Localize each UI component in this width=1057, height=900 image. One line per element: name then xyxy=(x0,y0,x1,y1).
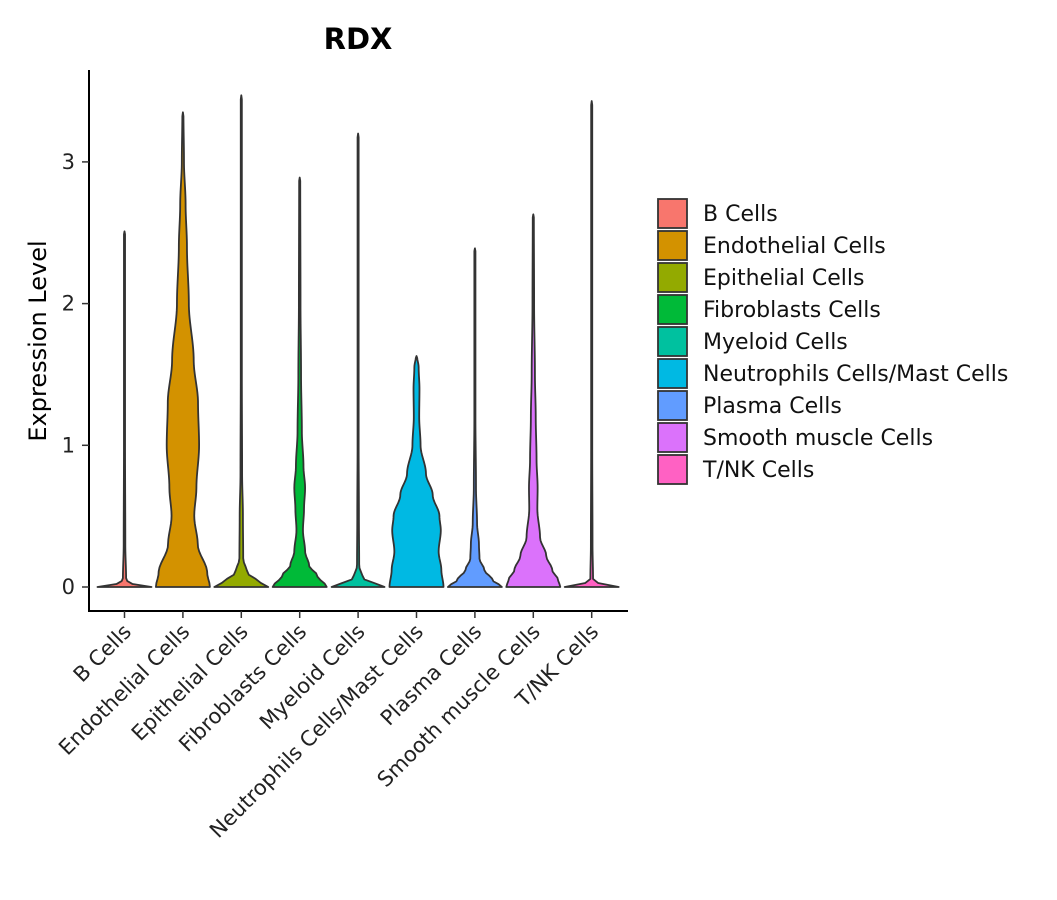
legend: B Cells Endothelial Cells Epithelial Cells… xyxy=(657,198,1008,485)
legend-key xyxy=(657,198,688,229)
legend-key xyxy=(657,422,688,453)
legend-label: Fibroblasts Cells xyxy=(703,298,881,323)
legend-label: Plasma Cells xyxy=(703,394,842,419)
legend-key xyxy=(657,358,688,389)
violin-endothelial-cells xyxy=(155,111,211,588)
violin-t-nk-cells xyxy=(563,100,620,588)
y-axis: 0 1 2 3 xyxy=(62,70,90,611)
violin-fibroblasts-cells xyxy=(271,176,328,588)
y-axis-title: Expression Level xyxy=(24,240,52,441)
legend-key xyxy=(657,454,688,485)
legend-label: Endothelial Cells xyxy=(703,234,886,259)
legend-key xyxy=(657,230,688,261)
y-tick-label: 0 xyxy=(62,575,75,599)
legend-key xyxy=(657,326,688,357)
y-tick-label: 3 xyxy=(62,150,75,174)
legend-label: Myeloid Cells xyxy=(703,330,848,355)
legend-label: Smooth muscle Cells xyxy=(703,426,933,451)
x-tick-label: Neutrophils Cells/Mast Cells xyxy=(205,620,428,843)
y-tick-label: 2 xyxy=(62,292,75,316)
x-tick-label: Plasma Cells xyxy=(376,620,487,731)
legend-label: B Cells xyxy=(703,202,778,227)
legend-label: Epithelial Cells xyxy=(703,266,864,291)
violin-smooth-muscle-cells xyxy=(505,213,562,588)
y-tick-label: 1 xyxy=(62,433,75,457)
violin-neutrophils-cells-mast-cells xyxy=(388,355,445,588)
violin-plot-area xyxy=(96,94,620,588)
legend-key xyxy=(657,294,688,325)
violin-myeloid-cells xyxy=(330,132,386,588)
legend-key xyxy=(657,262,688,293)
violin-epithelial-cells xyxy=(213,94,270,588)
legend-key xyxy=(657,390,688,421)
legend-label: Neutrophils Cells/Mast Cells xyxy=(703,362,1008,387)
legend-label: T/NK Cells xyxy=(702,458,814,483)
violin-plasma-cells xyxy=(447,247,503,588)
chart-title: RDX xyxy=(324,22,393,56)
violin-b-cells xyxy=(96,230,153,588)
